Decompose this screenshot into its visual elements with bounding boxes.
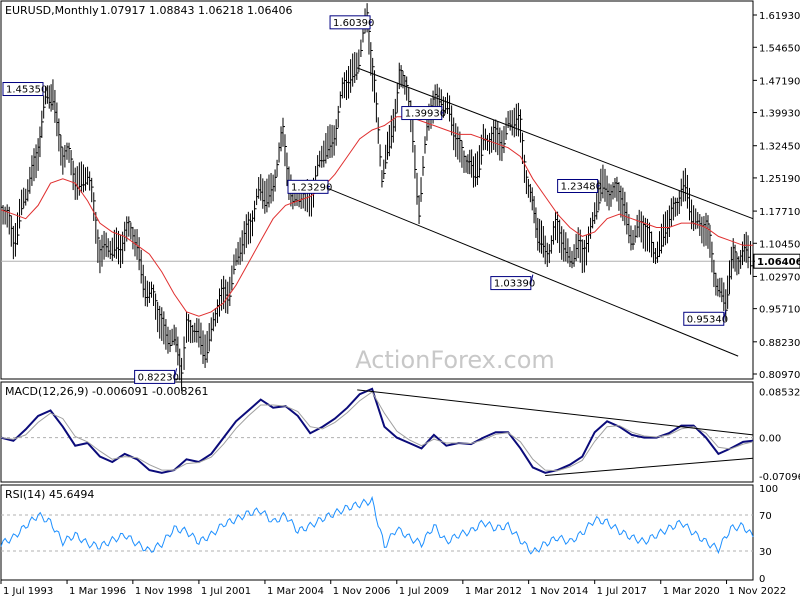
price-label-text: 1.23290 [291,182,332,193]
price-label-leader [370,22,372,23]
price-y-tick-label: 1.17710 [759,207,800,218]
x-tick-label: 1 Nov 2006 [333,586,391,597]
x-tick-label: 1 Jul 2009 [399,586,449,597]
price-label-leader [328,186,330,187]
x-tick-label: 1 Jul 2001 [201,586,251,597]
rsi-panel-title: RSI(14) 45.6494 [5,488,94,501]
macd-y-tick-label: 0.085328 [759,387,800,398]
rsi-y-tick-label: 70 [759,511,772,522]
macd-panel-title: MACD(12,26,9) -0.006091 -0.008261 [5,385,208,398]
rsi-y-tick-label: 30 [759,547,772,558]
price-label-text: 1.03390 [494,279,535,290]
price-label-text: 1.39930 [405,109,446,120]
x-axis-layer: 1 Jul 1993 1 Mar 1996 1 Nov 1998 1 Jul 2001… [1,580,786,597]
price-label-text: 1.45350 [6,85,47,96]
price-y-tick-label: 1.61930 [759,11,800,22]
x-tick-label: 1 Mar 2004 [267,586,324,597]
price-y-tick-label: 0.80970 [759,370,800,381]
price-y-tick-label: 1.10450 [759,239,800,250]
price-y-tick-label: 0.95710 [759,305,800,316]
x-tick-label: 1 Mar 2012 [465,586,522,597]
price-label-text: 0.95340 [687,314,728,325]
price-label-leader [442,113,444,114]
x-tick-label: 1 Nov 2014 [531,586,589,597]
price-y-tick-label: 1.39930 [759,109,800,120]
rsi-y-tick-label: 100 [759,484,778,495]
x-tick-label: 1 Nov 2022 [729,586,787,597]
rsi-y-tick-label: 0 [759,574,765,585]
price-y-tick-label: 1.32450 [759,142,800,153]
current-price-label: 1.06406 [757,257,800,268]
macd-y-tick-label: -0.070967 [759,472,800,483]
price-y-tick-label: 1.25190 [759,174,800,185]
x-tick-label: 1 Nov 1998 [135,586,193,597]
price-y-tick-label: 1.54650 [759,43,800,54]
price-label-leader [598,185,600,186]
price-panel-frame [1,1,753,379]
x-tick-label: 1 Jul 1993 [3,586,53,597]
price-y-tick-label: 1.02970 [759,272,800,283]
price-y-tick-label: 1.47190 [759,76,800,87]
watermark-text: ActionForex.com [355,346,555,374]
price-ohlc-readout: 1.07917 1.08843 1.06218 1.06406 [100,4,292,17]
price-panel-title: EURUSD,Monthly [5,4,99,17]
price-label-text: 0.82230 [138,372,179,383]
price-label-text: 1.60390 [333,18,374,29]
rsi-panel-frame [1,485,753,580]
x-tick-label: 1 Mar 1996 [69,586,126,597]
price-label-text: 1.23480 [561,181,602,192]
macd-y-tick-label: 0.00 [759,434,781,445]
price-y-tick-label: 0.88230 [759,338,800,349]
x-tick-label: 1 Jul 2017 [597,586,647,597]
x-tick-label: 1 Mar 2020 [663,586,720,597]
